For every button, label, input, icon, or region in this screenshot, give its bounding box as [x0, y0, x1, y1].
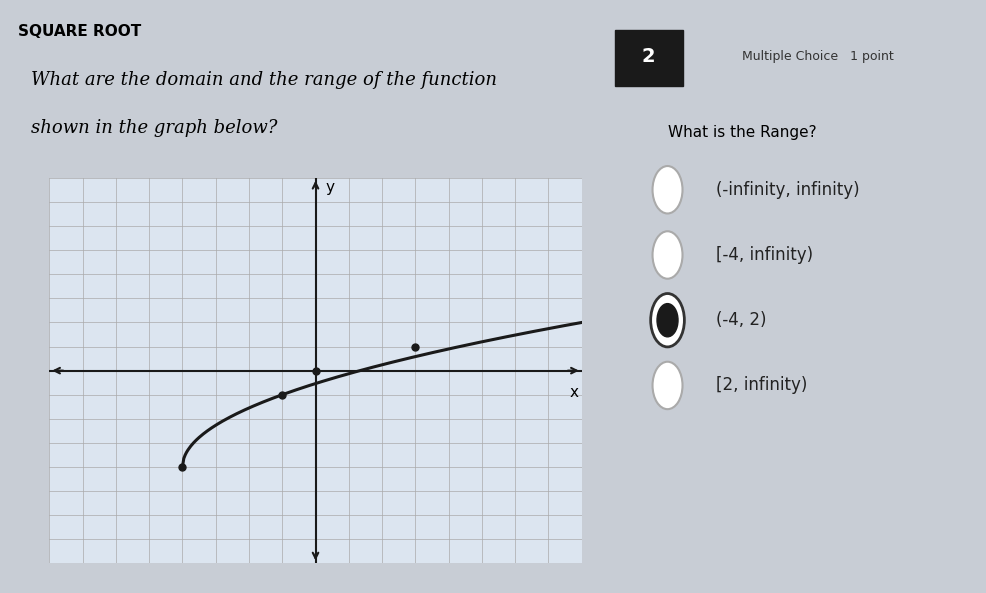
- Circle shape: [651, 294, 684, 347]
- Text: x: x: [569, 385, 579, 400]
- Text: (-4, 2): (-4, 2): [716, 311, 767, 329]
- Text: What is the Range?: What is the Range?: [668, 125, 816, 139]
- Text: 2: 2: [642, 47, 656, 66]
- Circle shape: [657, 304, 678, 337]
- Text: y: y: [325, 180, 334, 195]
- Text: [2, infinity): [2, infinity): [716, 377, 808, 394]
- FancyBboxPatch shape: [615, 30, 682, 86]
- Circle shape: [653, 166, 682, 213]
- Circle shape: [653, 231, 682, 279]
- Circle shape: [653, 362, 682, 409]
- Text: shown in the graph below?: shown in the graph below?: [31, 119, 277, 136]
- Text: Multiple Choice   1 point: Multiple Choice 1 point: [742, 50, 894, 63]
- Text: SQUARE ROOT: SQUARE ROOT: [19, 24, 142, 39]
- Text: What are the domain and the range of the function: What are the domain and the range of the…: [31, 71, 497, 89]
- Text: [-4, infinity): [-4, infinity): [716, 246, 813, 264]
- Text: (-infinity, infinity): (-infinity, infinity): [716, 181, 860, 199]
